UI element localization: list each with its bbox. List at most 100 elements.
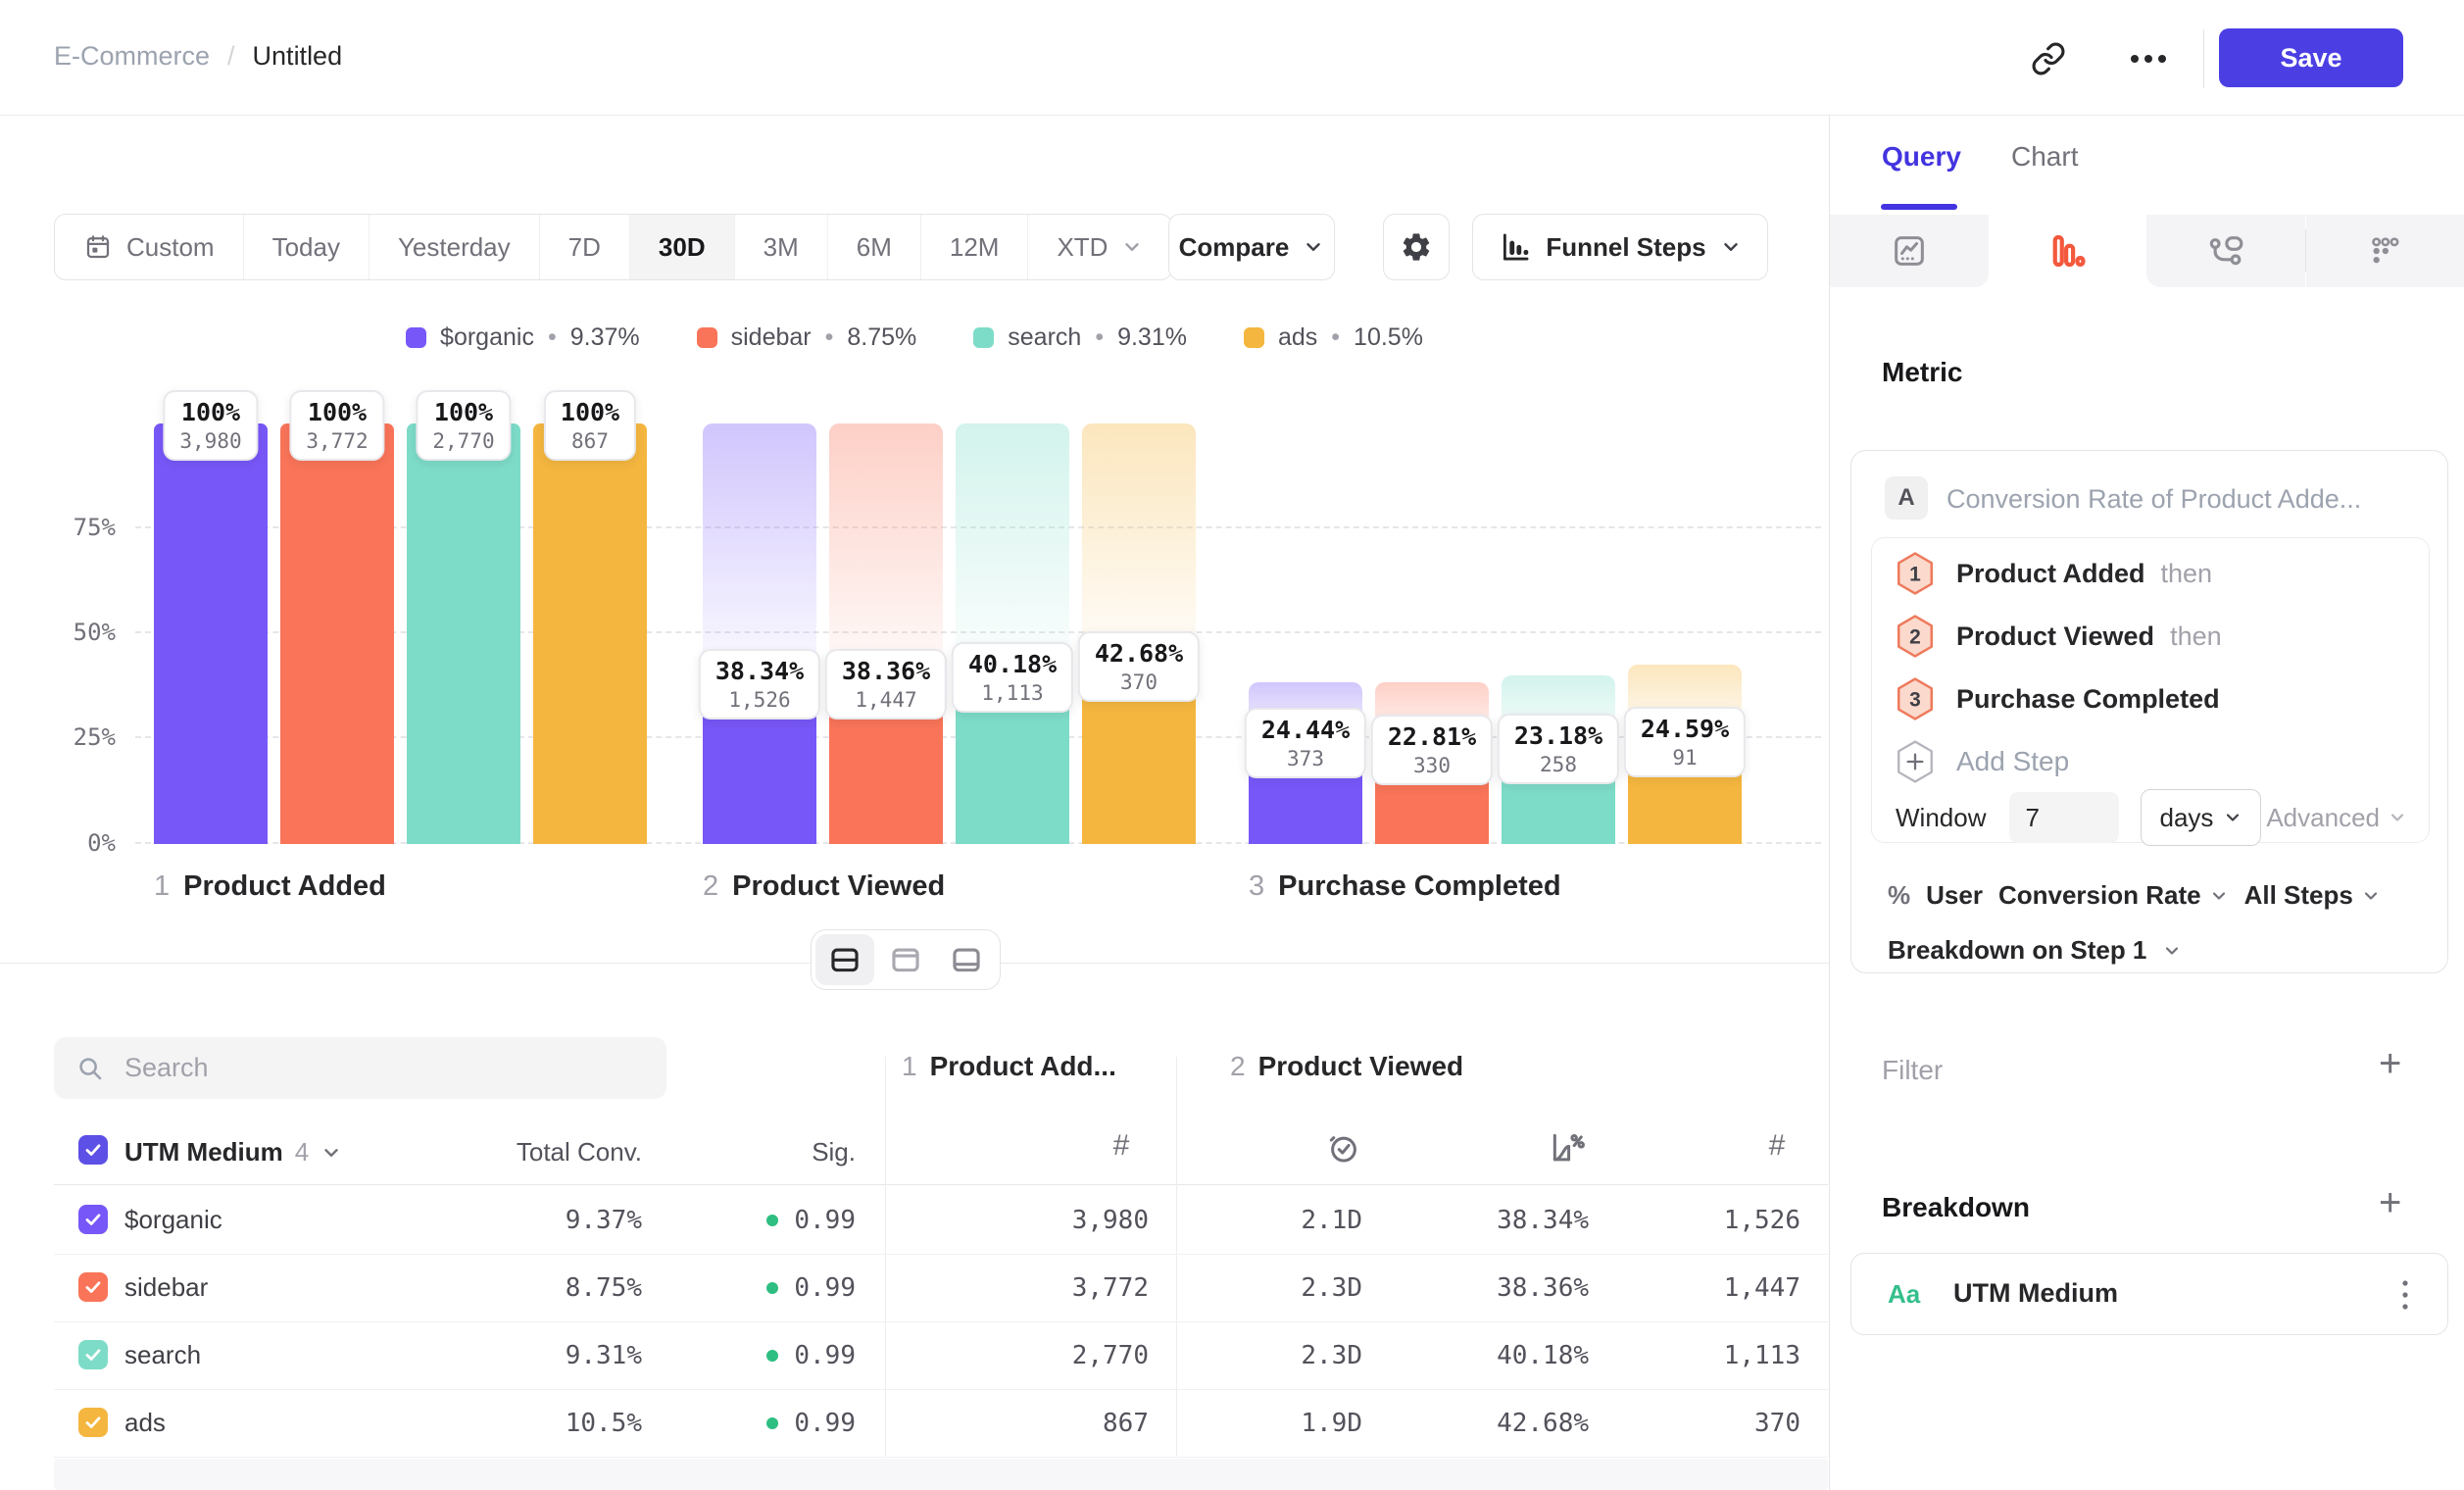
table-bottom-scroll-track[interactable] <box>54 1459 1828 1490</box>
sig-column-header[interactable]: Sig. <box>812 1137 856 1167</box>
significance-dot <box>766 1350 778 1362</box>
column-group-product-viewed[interactable]: 2 Product Viewed <box>1230 1051 1463 1082</box>
tab-insights[interactable] <box>1830 215 1989 287</box>
check-icon <box>85 1214 101 1225</box>
chart-type-button[interactable]: Funnel Steps <box>1472 214 1768 280</box>
page-title[interactable]: Untitled <box>252 41 343 71</box>
range-7d[interactable]: 7D <box>538 215 629 279</box>
metric-title[interactable]: Conversion Rate of Product Adde... <box>1947 484 2362 514</box>
window-unit-select[interactable]: days <box>2141 789 2262 846</box>
chart-settings-button[interactable] <box>1383 214 1450 280</box>
gear-icon <box>1400 230 1433 264</box>
table-row[interactable]: sidebar 8.75% 0.99 3,772 2.3D 38.36% 1,4… <box>54 1254 1828 1322</box>
table-row[interactable]: $organic 9.37% 0.99 3,980 2.1D 38.34% 1,… <box>54 1186 1828 1255</box>
measure-entity[interactable]: User <box>1926 880 1983 910</box>
tab-journeys[interactable] <box>2146 215 2305 287</box>
funnel-bar[interactable] <box>1249 741 1362 844</box>
table-row[interactable]: ads 10.5% 0.99 867 1.9D 42.68% 370 <box>54 1389 1828 1458</box>
more-options-button[interactable] <box>2117 29 2180 88</box>
tab-funnels-active[interactable] <box>1988 215 2146 287</box>
compare-button[interactable]: Compare <box>1168 214 1335 280</box>
measure-scope-select[interactable]: All Steps <box>2244 880 2381 911</box>
avg-time-column-icon[interactable] <box>1325 1129 1362 1167</box>
legend-item-ads[interactable]: ads • 10.5% <box>1243 323 1423 352</box>
window-value-input[interactable] <box>2009 792 2120 843</box>
range-today[interactable]: Today <box>242 215 369 279</box>
table-row[interactable]: search 9.31% 0.99 2,770 2.3D 40.18% 1,11… <box>54 1321 1828 1390</box>
chevron-down-icon <box>2364 891 2377 900</box>
funnel-bar[interactable] <box>1375 748 1489 844</box>
added-count: 867 <box>1103 1409 1149 1438</box>
save-button[interactable]: Save <box>2219 28 2403 87</box>
svg-text:1: 1 <box>1909 563 1921 585</box>
tab-query[interactable]: Query <box>1882 141 1961 172</box>
gridline-50 <box>135 631 1821 633</box>
add-filter-button[interactable]: + <box>2379 1042 2402 1085</box>
range-xtd[interactable]: XTD <box>1027 215 1171 279</box>
funnel-bar[interactable] <box>407 422 520 844</box>
range-custom[interactable]: Custom <box>55 215 243 279</box>
row-checkbox[interactable] <box>78 1340 108 1369</box>
conversion-column-icon[interactable] <box>1549 1129 1586 1167</box>
select-all-checkbox[interactable] <box>78 1135 108 1165</box>
split-view-icon <box>828 943 862 976</box>
funnel-step-1[interactable]: 1 Product Added then <box>1896 552 2212 595</box>
funnel-bar[interactable] <box>703 682 816 844</box>
measurement-row: % User Conversion Rate All Steps <box>1888 880 2381 911</box>
funnel-bar[interactable] <box>829 682 943 844</box>
breakdown-on-step-select[interactable]: Breakdown on Step 1 <box>1888 935 2182 966</box>
funnel-bar[interactable] <box>1082 664 1196 844</box>
tab-retention[interactable] <box>2305 215 2464 287</box>
range-3m[interactable]: 3M <box>733 215 827 279</box>
funnel-bar[interactable] <box>1628 740 1742 844</box>
add-step-button[interactable]: Add Step <box>1896 740 2069 783</box>
legend-name: search <box>1008 323 1082 351</box>
significance-dot <box>766 1215 778 1226</box>
funnel-step-3[interactable]: 3 Purchase Completed <box>1896 677 2220 720</box>
step-label-1: 1 Product Added <box>154 870 386 903</box>
search-input[interactable] <box>123 1052 645 1084</box>
tab-chart[interactable]: Chart <box>2011 141 2079 172</box>
count-column-icon[interactable]: # <box>1768 1129 1786 1162</box>
share-link-button[interactable] <box>2017 29 2080 88</box>
legend-item-sidebar[interactable]: sidebar • 8.75% <box>696 323 916 352</box>
range-12m[interactable]: 12M <box>919 215 1028 279</box>
row-checkbox[interactable] <box>78 1408 108 1437</box>
funnel-bar[interactable] <box>1502 746 1615 844</box>
range-30d-active[interactable]: 30D <box>628 215 734 279</box>
column-group-product-added[interactable]: 1 Product Add... <box>902 1051 1116 1082</box>
table-header-divider <box>54 1184 1828 1185</box>
legend-swatch <box>696 326 717 348</box>
layout-chart-only-button[interactable] <box>876 934 935 985</box>
funnel-bar[interactable] <box>280 422 394 844</box>
funnel-bar[interactable] <box>956 674 1069 844</box>
funnel-steps-icon <box>1499 230 1532 264</box>
percent-icon: % <box>1888 880 1911 910</box>
total-conv-column-header[interactable]: Total Conv. <box>516 1137 642 1167</box>
legend-item-organic[interactable]: $organic • 9.37% <box>406 323 640 352</box>
funnel-bar[interactable] <box>154 422 268 844</box>
active-tab-underline <box>1881 204 1957 210</box>
tab-strip-divider <box>2304 229 2306 273</box>
funnel-bar[interactable] <box>533 422 647 844</box>
layout-split-button[interactable] <box>815 934 874 985</box>
row-checkbox[interactable] <box>78 1205 108 1234</box>
kebab-menu-icon[interactable] <box>2398 1275 2412 1315</box>
measure-metric-select[interactable]: Conversion Rate <box>1998 880 2229 911</box>
legend-item-search[interactable]: search • 9.31% <box>973 323 1187 352</box>
breakdown-section-heading: Breakdown <box>1882 1192 2030 1222</box>
viewed-conv: 38.34% <box>1497 1206 1589 1235</box>
breakdown-item-card[interactable]: Aa UTM Medium <box>1850 1253 2448 1335</box>
layout-table-only-button[interactable] <box>937 934 996 985</box>
range-6m[interactable]: 6M <box>826 215 920 279</box>
row-checkbox[interactable] <box>78 1272 108 1302</box>
range-yesterday[interactable]: Yesterday <box>368 215 539 279</box>
funnel-step-2[interactable]: 2 Product Viewed then <box>1896 615 2222 658</box>
breadcrumb-project[interactable]: E-Commerce <box>54 41 211 71</box>
added-count: 3,980 <box>1071 1206 1149 1235</box>
advanced-toggle[interactable]: Advanced <box>2266 803 2407 833</box>
count-column-icon[interactable]: # <box>1112 1129 1130 1162</box>
add-breakdown-button[interactable]: + <box>2379 1181 2402 1224</box>
funnel-ghost-bar <box>1628 664 1742 741</box>
breakdown-column-header[interactable]: UTM Medium 4 <box>124 1137 342 1167</box>
